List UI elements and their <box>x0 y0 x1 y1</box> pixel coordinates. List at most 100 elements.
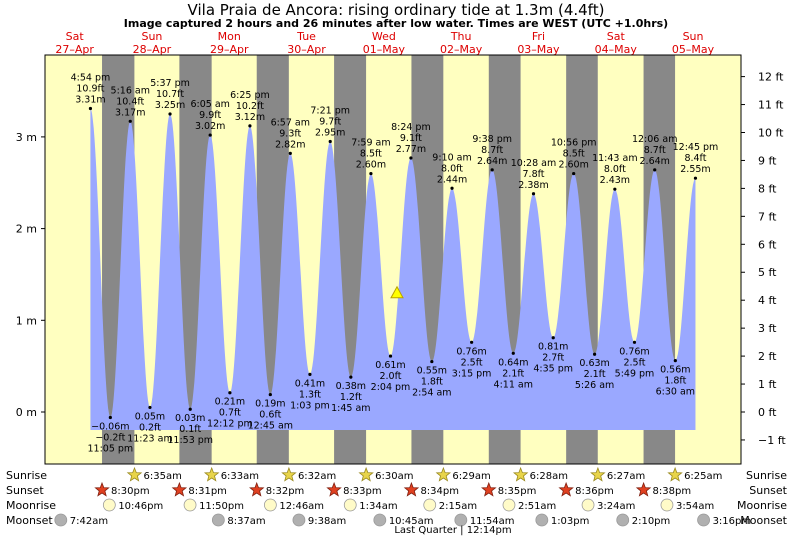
high-tide-meters: 2.77m <box>396 144 426 155</box>
low-tide-meters: 0.76m <box>456 346 486 357</box>
sunset-icon <box>171 481 188 497</box>
tide-point <box>450 186 454 190</box>
high-tide-time: 12:45 pm <box>673 142 719 153</box>
right-tick-label: 9 ft <box>758 154 777 167</box>
low-tide-meters: 0.64m <box>498 357 528 368</box>
moonset-icon <box>454 513 468 527</box>
high-tide-feet: 8.5ft <box>563 149 585 160</box>
sunset-icon <box>558 481 574 497</box>
low-tide-time: 6:30 am <box>656 387 695 398</box>
low-tide-meters: −0.06m <box>91 422 129 433</box>
sunset-time: 8:34pm <box>420 486 459 497</box>
low-tide-meters: 0.56m <box>660 365 690 376</box>
high-tide-time: 11:43 am <box>592 153 637 164</box>
day-of-week: Sun <box>683 30 704 43</box>
low-tide-meters: 0.76m <box>619 346 649 357</box>
day-date: 05–May <box>672 43 715 56</box>
day-of-week: Fri <box>532 30 545 43</box>
low-tide-meters: 0.41m <box>295 378 325 389</box>
tide-point <box>128 119 132 123</box>
tide-point <box>693 176 698 180</box>
high-tide-meters: 2.82m <box>275 139 305 150</box>
high-tide-time: 6:25 pm <box>230 90 270 101</box>
high-tide-feet: 10.4ft <box>116 96 144 107</box>
low-tide-feet: 0.1ft <box>179 424 201 435</box>
day-date: 03–May <box>517 43 560 56</box>
low-tide-time: 1:45 am <box>331 403 370 414</box>
high-tide-feet: 7.8ft <box>523 169 545 180</box>
tide-point <box>268 392 272 397</box>
high-tide-feet: 9.7ft <box>319 116 341 127</box>
low-tide-feet: −0.2ft <box>95 433 125 444</box>
high-tide-feet: 8.0ft <box>604 164 626 175</box>
day-date: 30–Apr <box>287 43 326 56</box>
tide-point <box>430 359 434 364</box>
low-tide-time: 4:35 pm <box>533 364 573 375</box>
tide-water-area <box>90 108 696 430</box>
tide-point <box>288 151 292 156</box>
low-tide-feet: 0.2ft <box>139 422 161 433</box>
high-tide-feet: 8.5ft <box>360 149 382 160</box>
tide-point <box>551 336 555 340</box>
high-tide-time: 6:57 am <box>271 117 310 128</box>
high-tide-feet: 8.7ft <box>644 145 666 156</box>
moonrise-icon <box>660 498 674 512</box>
moonrise-time: 1:34am <box>359 501 397 512</box>
sunset-icon <box>94 481 110 497</box>
high-tide-time: 10:28 am <box>511 158 556 169</box>
low-tide-time: 2:54 am <box>412 388 451 399</box>
low-tide-time: 5:49 pm <box>615 368 655 379</box>
high-tide-meters: 2.43m <box>600 175 630 186</box>
low-tide-meters: 0.38m <box>336 381 366 392</box>
right-tick-label: 7 ft <box>758 210 777 223</box>
high-tide-time: 5:37 pm <box>150 78 190 89</box>
moonset-time: 10:45am <box>389 516 434 527</box>
moonrise-time: 3:24am <box>597 501 635 512</box>
high-tide-meters: 3.12m <box>235 112 265 123</box>
sunrise-icon <box>667 466 683 482</box>
day-of-week: Wed <box>372 30 396 43</box>
high-tide-feet: 8.0ft <box>441 163 463 174</box>
tide-point <box>349 375 353 379</box>
row-label-right: Moonrise <box>737 499 787 512</box>
right-tick-label: −1 ft <box>758 434 786 447</box>
high-tide-time: 8:24 pm <box>391 122 431 133</box>
low-tide-feet: 2.0ft <box>379 371 401 382</box>
high-tide-feet: 9.3ft <box>279 128 301 139</box>
sunrise-icon <box>203 466 220 482</box>
moonrise-time: 11:50pm <box>199 501 244 512</box>
sunset-time: 8:38pm <box>653 486 692 497</box>
high-tide-time: 6:05 am <box>190 99 229 110</box>
low-tide-time: 5:26 am <box>575 380 614 391</box>
day-of-week: Tue <box>296 30 316 43</box>
moonrise-time: 10:46pm <box>118 501 163 512</box>
moonrise-icon <box>423 498 437 512</box>
sunset-icon <box>635 481 652 497</box>
high-tide-time: 7:59 am <box>351 138 390 149</box>
low-tide-time: 12:12 pm <box>207 419 253 430</box>
low-tide-time: 12:45 am <box>248 421 293 432</box>
low-tide-feet: 2.1ft <box>502 368 524 379</box>
moonrise-time: 2:15am <box>439 501 477 512</box>
right-tick-label: 4 ft <box>758 294 777 307</box>
high-tide-meters: 3.02m <box>195 121 225 132</box>
high-tide-feet: 8.7ft <box>481 145 503 156</box>
row-label-right: Moonset <box>740 514 787 527</box>
current-level-marker <box>390 285 404 299</box>
row-label-left: Moonset <box>6 514 53 527</box>
high-tide-time: 9:10 am <box>432 152 471 163</box>
low-tide-feet: 2.5ft <box>623 357 645 368</box>
sunset-icon <box>481 481 497 497</box>
low-tide-feet: 2.7ft <box>542 353 564 364</box>
moonset-time: 1:03pm <box>551 516 590 527</box>
tide-point <box>572 171 576 176</box>
high-tide-feet: 9.1ft <box>400 133 422 144</box>
moonrise-icon <box>102 498 116 512</box>
low-tide-meters: 0.05m <box>135 411 165 422</box>
moonset-time: 9:38am <box>308 516 346 527</box>
right-tick-label: 3 ft <box>758 322 777 335</box>
left-tick-label: 1 m <box>16 314 37 327</box>
right-tick-label: 12 ft <box>758 71 784 84</box>
high-tide-time: 9:38 pm <box>472 134 512 145</box>
